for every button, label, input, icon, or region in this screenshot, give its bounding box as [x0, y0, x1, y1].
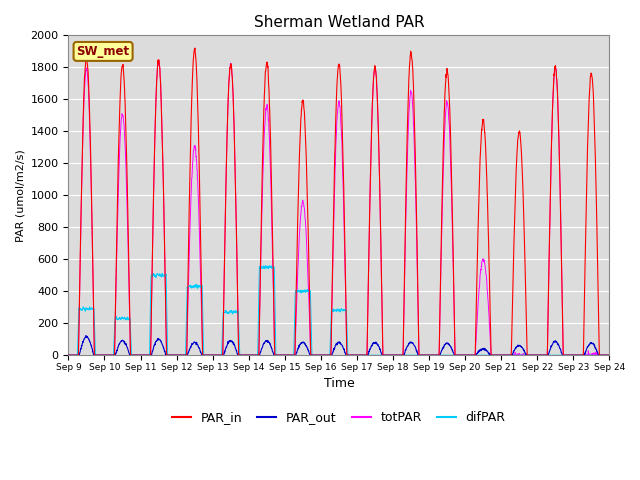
X-axis label: Time: Time — [323, 377, 355, 390]
Y-axis label: PAR (umol/m2/s): PAR (umol/m2/s) — [15, 149, 25, 241]
Title: Sherman Wetland PAR: Sherman Wetland PAR — [253, 15, 424, 30]
Text: SW_met: SW_met — [77, 45, 130, 58]
Legend: PAR_in, PAR_out, totPAR, difPAR: PAR_in, PAR_out, totPAR, difPAR — [167, 406, 511, 429]
